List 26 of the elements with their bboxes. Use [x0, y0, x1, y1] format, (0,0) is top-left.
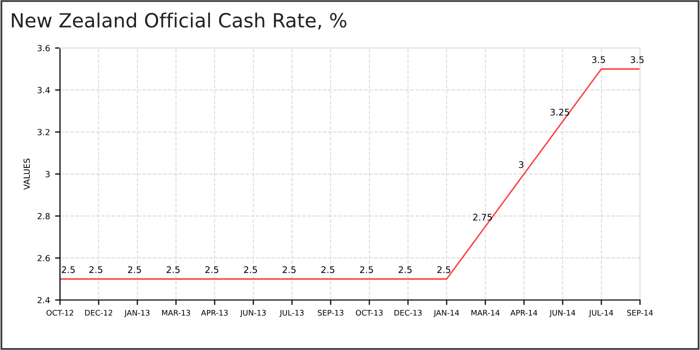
y-tick-label: 2.4	[38, 296, 50, 304]
data-label: 2.5	[205, 266, 218, 274]
y-tick-label: 3	[46, 170, 50, 178]
data-label: 3.5	[592, 56, 605, 64]
data-label: 2.5	[244, 266, 257, 274]
data-label: 2.5	[89, 266, 102, 274]
y-tick-label: 2.6	[38, 254, 50, 262]
data-label: 3	[519, 161, 524, 168]
chart-title: New Zealand Official Cash Rate, %	[12, 12, 346, 30]
data-label: 3.5	[630, 56, 644, 64]
data-label: 2.5	[128, 266, 141, 274]
data-label: 2.5	[282, 266, 296, 274]
data-label: 2.5	[62, 266, 75, 274]
y-tick-label: 3.6	[38, 44, 50, 52]
data-label: 2.5	[360, 266, 373, 274]
data-label: 2.5	[166, 266, 180, 274]
y-tick-label: 3.4	[38, 86, 50, 94]
data-label: 2.5	[437, 266, 450, 274]
data-label: 2.5	[398, 266, 412, 274]
line-series	[60, 68, 640, 280]
data-label: 3.25	[550, 108, 570, 116]
data-label: 2.5	[321, 266, 334, 274]
y-tick-label: 3.2	[38, 128, 50, 136]
y-tick-label: 2.8	[38, 212, 50, 220]
data-label: 2.75	[473, 214, 492, 221]
y-axis-title: VALUES	[24, 158, 30, 190]
